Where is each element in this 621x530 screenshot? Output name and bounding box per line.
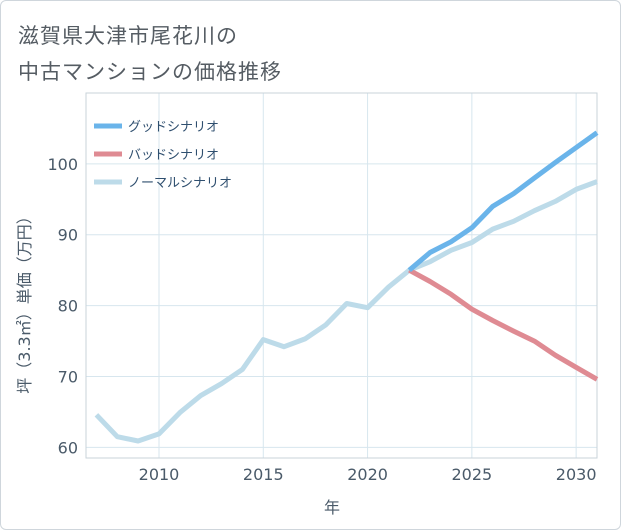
grid	[86, 93, 597, 458]
legend-label-2: ノーマルシナリオ	[128, 176, 232, 191]
x-tick-label-2030: 2030	[556, 465, 597, 484]
series-line-0	[407, 130, 599, 273]
x-tick-label-2015: 2015	[243, 465, 284, 484]
series-lines	[94, 130, 599, 444]
x-tick-label-2010: 2010	[139, 465, 180, 484]
legend-label-1: バッドシナリオ	[128, 148, 219, 163]
series-line-1	[408, 268, 599, 382]
y-tick-label-70: 70	[58, 367, 78, 386]
y-tick-label-100: 100	[47, 155, 78, 174]
x-axis-title: 年	[324, 498, 340, 517]
series-line-2	[94, 179, 598, 444]
chart-title-line-1: 滋賀県大津市尾花川の	[18, 24, 238, 48]
y-tick-label-90: 90	[58, 226, 78, 245]
legend-label-0: グッドシナリオ	[128, 120, 219, 135]
y-tick-label-60: 60	[58, 438, 78, 457]
chart-title-line-2: 中古マンションの価格推移	[18, 60, 282, 84]
axis-ticks: 2010 2015 2020 2025 2030 60 70 80 90 100	[47, 155, 596, 484]
y-axis-title: 坪（3.3㎡）単価（万円）	[15, 208, 34, 393]
x-tick-label-2025: 2025	[451, 465, 492, 484]
y-tick-label-80: 80	[58, 297, 78, 316]
x-tick-label-2020: 2020	[347, 465, 388, 484]
plot-area	[85, 92, 598, 459]
